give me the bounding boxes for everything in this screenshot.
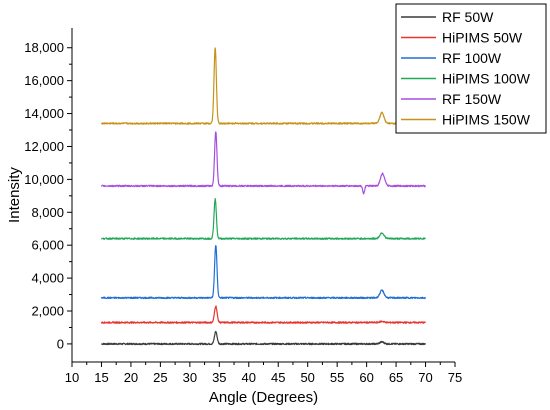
series-line <box>100 131 426 195</box>
x-tick-label: 20 <box>124 370 138 385</box>
x-tick-label: 40 <box>242 370 256 385</box>
series-line <box>100 305 426 324</box>
legend-label: HiPIMS 100W <box>442 71 531 87</box>
y-tick-label: 16,000 <box>24 73 64 88</box>
x-tick-label: 25 <box>153 370 167 385</box>
legend-items: RF 50W HiPIMS 50W RF 100W HiPIMS 100W RF 150… <box>401 9 531 128</box>
legend-label: RF 150W <box>442 91 502 107</box>
y-tick-label: 0 <box>57 336 64 351</box>
y-tick-label: 6,000 <box>31 238 64 253</box>
y-tick-label: 8,000 <box>31 205 64 220</box>
x-tick-label: 30 <box>183 370 197 385</box>
x-tick-label: 10 <box>65 370 79 385</box>
legend-label: HiPIMS 150W <box>442 112 531 128</box>
legend-label: RF 100W <box>442 50 502 66</box>
series-line <box>101 197 427 240</box>
legend-label: HiPIMS 50W <box>442 30 523 46</box>
x-tick-label: 75 <box>448 370 462 385</box>
y-tick-label: 10,000 <box>24 172 64 187</box>
series-line <box>101 330 427 346</box>
x-axis-ticks: 10 15 20 25 30 35 40 45 50 55 60 65 70 75 <box>65 362 462 385</box>
series-line <box>100 244 427 300</box>
x-tick-label: 35 <box>212 370 226 385</box>
y-tick-label: 2,000 <box>31 303 64 318</box>
x-tick-label: 70 <box>418 370 432 385</box>
series-lines <box>100 47 427 346</box>
series-line <box>100 47 427 125</box>
x-tick-label: 55 <box>330 370 344 385</box>
y-axis-ticks: 0 2,000 4,000 6,000 8,000 10,000 12,000 14,000 1… <box>24 40 72 351</box>
x-axis-title: Angle (Degrees) <box>209 389 318 406</box>
x-tick-label: 15 <box>94 370 108 385</box>
x-tick-label: 60 <box>359 370 373 385</box>
y-tick-label: 4,000 <box>31 271 64 286</box>
y-tick-label: 14,000 <box>24 106 64 121</box>
x-tick-label: 45 <box>271 370 285 385</box>
plot-area: 10 15 20 25 30 35 40 45 50 55 60 65 70 75 0 2,000 4,000… <box>24 28 462 385</box>
x-tick-label: 50 <box>300 370 314 385</box>
y-tick-label: 12,000 <box>24 139 64 154</box>
x-tick-label: 65 <box>389 370 403 385</box>
legend: RF 50W HiPIMS 50W RF 100W HiPIMS 100W RF 150… <box>395 3 547 134</box>
y-axis-title: Intensity <box>6 167 23 223</box>
legend-label: RF 50W <box>442 9 494 25</box>
legend-box <box>395 3 547 134</box>
y-tick-label: 18,000 <box>24 40 64 55</box>
